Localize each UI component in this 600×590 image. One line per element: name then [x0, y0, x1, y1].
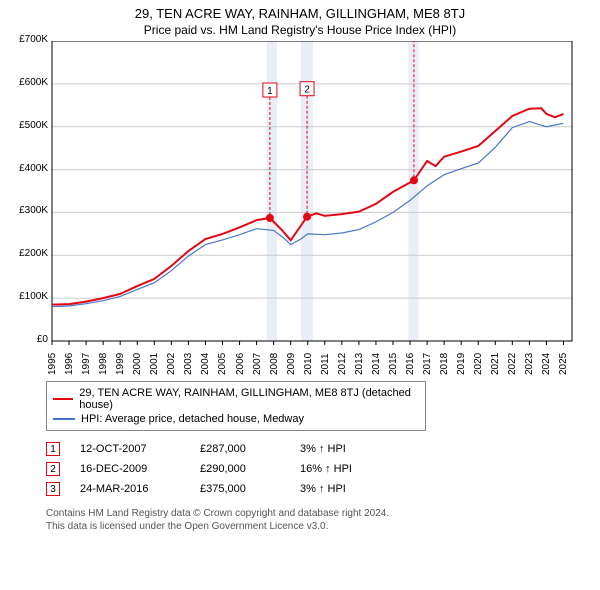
sale-row: 1 12-OCT-2007 £287,000 3% ↑ HPI — [46, 439, 584, 459]
y-tick-label: £0 — [37, 334, 48, 345]
sale-marker-dot — [266, 214, 274, 222]
sale-marker-dot — [410, 176, 418, 184]
x-tick-label: 2019 — [456, 353, 467, 375]
legend-swatch — [53, 418, 75, 419]
y-tick-label: £600K — [19, 77, 48, 88]
attribution: Contains HM Land Registry data © Crown c… — [46, 507, 584, 533]
sale-row: 2 16-DEC-2009 £290,000 16% ↑ HPI — [46, 459, 584, 479]
sale-marker-dot — [303, 213, 311, 221]
page-title: 29, TEN ACRE WAY, RAINHAM, GILLINGHAM, M… — [10, 6, 590, 21]
x-tick-label: 2025 — [558, 353, 569, 375]
x-tick-label: 2000 — [132, 353, 143, 375]
legend-label: 29, TEN ACRE WAY, RAINHAM, GILLINGHAM, M… — [79, 387, 419, 411]
x-tick-label: 2023 — [524, 353, 535, 375]
attribution-line: This data is licensed under the Open Gov… — [46, 520, 584, 533]
sale-delta: 16% ↑ HPI — [300, 463, 390, 475]
x-tick-label: 2015 — [388, 353, 399, 375]
x-tick-label: 2008 — [269, 353, 280, 375]
chart-svg: 123 — [10, 41, 590, 371]
x-tick-label: 2022 — [507, 353, 518, 375]
x-tick-label: 2020 — [473, 353, 484, 375]
x-tick-label: 2011 — [320, 353, 331, 375]
y-tick-label: £100K — [19, 291, 48, 302]
x-tick-label: 2005 — [217, 353, 228, 375]
x-tick-label: 2017 — [422, 353, 433, 375]
sale-marker-label: 2 — [304, 85, 310, 96]
sale-delta: 3% ↑ HPI — [300, 443, 390, 455]
x-tick-label: 2013 — [354, 353, 365, 375]
y-tick-label: £400K — [19, 163, 48, 174]
sale-price: £375,000 — [200, 483, 280, 495]
x-tick-label: 2018 — [439, 353, 450, 375]
sale-index-marker: 1 — [46, 442, 60, 456]
sale-date: 12-OCT-2007 — [80, 443, 180, 455]
legend-swatch — [53, 398, 73, 400]
sale-date: 16-DEC-2009 — [80, 463, 180, 475]
page-subtitle: Price paid vs. HM Land Registry's House … — [10, 23, 590, 37]
y-tick-label: £700K — [19, 34, 48, 45]
x-tick-label: 2021 — [490, 353, 501, 375]
sale-price: £290,000 — [200, 463, 280, 475]
x-tick-label: 2014 — [371, 353, 382, 375]
x-tick-label: 2012 — [337, 353, 348, 375]
x-tick-label: 2010 — [303, 353, 314, 375]
sale-date: 24-MAR-2016 — [80, 483, 180, 495]
x-tick-label: 2002 — [166, 353, 177, 375]
x-tick-label: 2004 — [200, 353, 211, 375]
x-tick-label: 1998 — [98, 353, 109, 375]
price-chart: 123 £0£100K£200K£300K£400K£500K£600K£700… — [10, 41, 590, 371]
sale-index-marker: 3 — [46, 482, 60, 496]
x-tick-label: 1997 — [81, 353, 92, 375]
sale-row: 3 24-MAR-2016 £375,000 3% ↑ HPI — [46, 479, 584, 499]
x-tick-label: 1996 — [64, 353, 75, 375]
x-tick-label: 1995 — [47, 353, 58, 375]
y-tick-label: £500K — [19, 120, 48, 131]
sale-price: £287,000 — [200, 443, 280, 455]
x-tick-label: 2003 — [183, 353, 194, 375]
legend-row: HPI: Average price, detached house, Medw… — [53, 412, 419, 426]
y-tick-label: £300K — [19, 205, 48, 216]
y-tick-label: £200K — [19, 248, 48, 259]
x-tick-label: 2009 — [286, 353, 297, 375]
x-tick-label: 2016 — [405, 353, 416, 375]
x-tick-label: 2024 — [541, 353, 552, 375]
x-tick-label: 2007 — [252, 353, 263, 375]
legend-box: 29, TEN ACRE WAY, RAINHAM, GILLINGHAM, M… — [46, 381, 426, 431]
x-tick-label: 1999 — [115, 353, 126, 375]
x-tick-label: 2001 — [149, 353, 160, 375]
legend-row: 29, TEN ACRE WAY, RAINHAM, GILLINGHAM, M… — [53, 386, 419, 412]
legend-label: HPI: Average price, detached house, Medw… — [81, 413, 304, 425]
sale-marker-label: 1 — [267, 86, 273, 97]
recession-band — [408, 41, 418, 341]
sale-delta: 3% ↑ HPI — [300, 483, 390, 495]
x-tick-label: 2006 — [235, 353, 246, 375]
sales-table: 1 12-OCT-2007 £287,000 3% ↑ HPI 2 16-DEC-2009… — [46, 439, 584, 499]
attribution-line: Contains HM Land Registry data © Crown c… — [46, 507, 584, 520]
sale-index-marker: 2 — [46, 462, 60, 476]
